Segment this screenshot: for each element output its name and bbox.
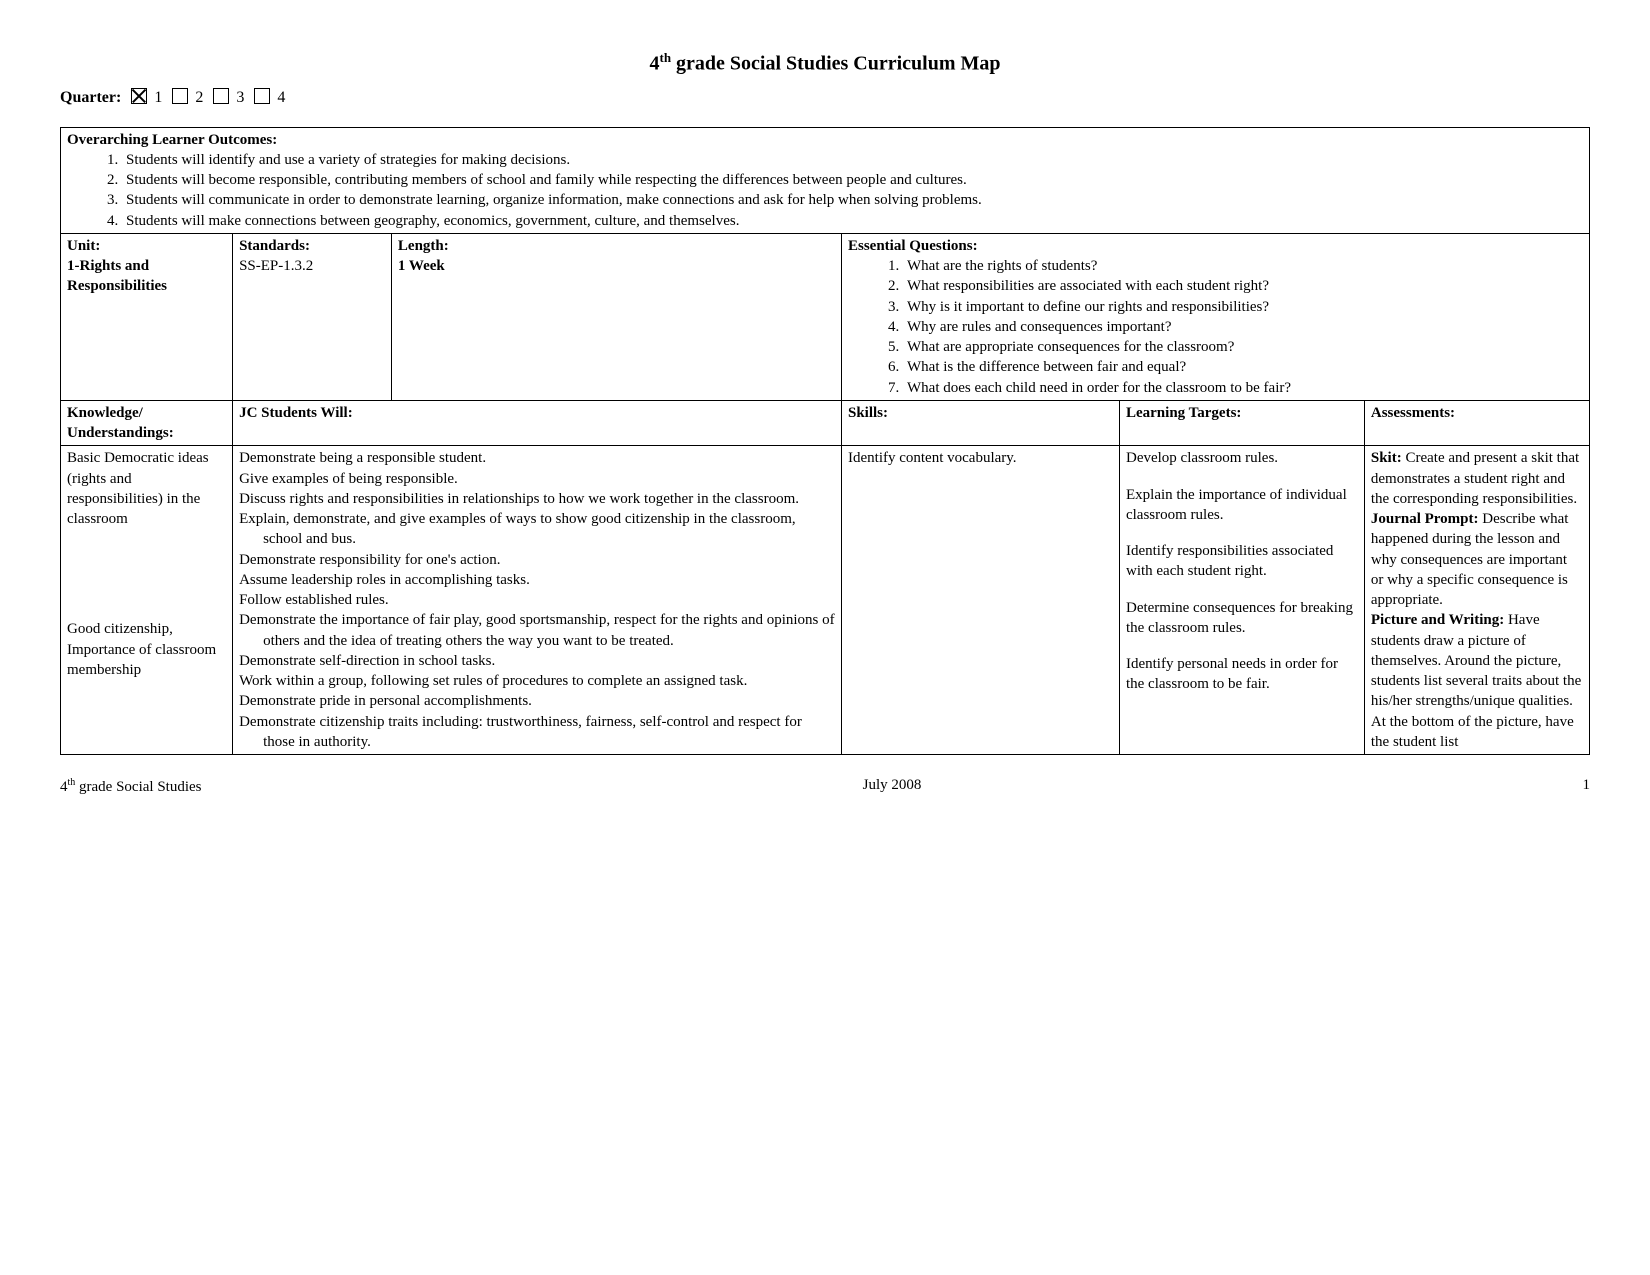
targets-body-cell: Develop classroom rules. Explain the impo… xyxy=(1119,446,1364,755)
jc-item: Demonstrate citizenship traits including… xyxy=(239,712,835,753)
jc-header-cell: JC Students Will: xyxy=(233,400,842,446)
assessment-skit: Skit: Create and present a skit that dem… xyxy=(1371,448,1583,509)
quarter-checkbox-1[interactable] xyxy=(131,88,147,104)
jc-item: Give examples of being responsible. xyxy=(239,469,835,489)
eq-item: What is the difference between fair and … xyxy=(903,357,1583,377)
assessments-header-cell: Assessments: xyxy=(1364,400,1589,446)
title-text: grade Social Studies Curriculum Map xyxy=(671,53,1000,75)
length-header: Length: xyxy=(398,236,835,256)
length-cell: Length: 1 Week xyxy=(391,233,841,400)
targets-header-cell: Learning Targets: xyxy=(1119,400,1364,446)
standards-cell: Standards: SS-EP-1.3.2 xyxy=(233,233,392,400)
knowledge-text-1: Basic Democratic ideas (rights and respo… xyxy=(67,448,226,529)
assessment-picture: Picture and Writing: Have students draw … xyxy=(1371,610,1583,752)
assessment-journal: Journal Prompt: Describe what happened d… xyxy=(1371,509,1583,610)
knowledge-body-cell: Basic Democratic ideas (rights and respo… xyxy=(61,446,233,755)
skills-body-cell: Identify content vocabulary. xyxy=(842,446,1120,755)
target-item: Determine consequences for breaking the … xyxy=(1126,598,1358,639)
jc-item: Demonstrate pride in personal accomplish… xyxy=(239,691,835,711)
quarter-checkbox-2[interactable] xyxy=(172,88,188,104)
quarter-selector: Quarter: 1 2 3 4 xyxy=(60,88,1590,107)
jc-item: Assume leadership roles in accomplishing… xyxy=(239,570,835,590)
title-sup: th xyxy=(659,50,671,65)
eq-list: What are the rights of students?What res… xyxy=(848,256,1583,398)
outcomes-cell: Overarching Learner Outcomes: Students w… xyxy=(61,127,1590,233)
standards-value: SS-EP-1.3.2 xyxy=(239,256,385,276)
quarter-label: Quarter: xyxy=(60,89,121,106)
knowledge-text-2: Good citizenship, Importance of classroo… xyxy=(67,619,226,680)
eq-item: Why are rules and consequences important… xyxy=(903,317,1583,337)
quarter-number: 2 xyxy=(191,89,207,106)
target-item: Explain the importance of individual cla… xyxy=(1126,485,1358,526)
skills-header-cell: Skills: xyxy=(842,400,1120,446)
jc-body-cell: Demonstrate being a responsible student.… xyxy=(233,446,842,755)
curriculum-table: Overarching Learner Outcomes: Students w… xyxy=(60,127,1590,756)
jc-item: Demonstrate the importance of fair play,… xyxy=(239,610,835,651)
unit-cell: Unit: 1-Rights and Responsibilities xyxy=(61,233,233,400)
unit-value: 1-Rights and Responsibilities xyxy=(67,256,226,297)
jc-item: Demonstrate self-direction in school tas… xyxy=(239,651,835,671)
eq-item: What are the rights of students? xyxy=(903,256,1583,276)
target-item: Identify responsibilities associated wit… xyxy=(1126,541,1358,582)
footer-center: July 2008 xyxy=(863,777,922,796)
quarter-checkbox-3[interactable] xyxy=(213,88,229,104)
outcomes-header: Overarching Learner Outcomes: xyxy=(67,132,277,148)
jc-item: Demonstrate responsibility for one's act… xyxy=(239,550,835,570)
jc-item: Work within a group, following set rules… xyxy=(239,671,835,691)
standards-header: Standards: xyxy=(239,236,385,256)
title-grade: 4 xyxy=(649,53,659,75)
unit-header: Unit: xyxy=(67,236,226,256)
outcome-item: Students will become responsible, contri… xyxy=(122,170,1583,190)
outcomes-list: Students will identify and use a variety… xyxy=(67,150,1583,231)
page-footer: 4th grade Social Studies July 2008 1 xyxy=(60,777,1590,796)
jc-item: Discuss rights and responsibilities in r… xyxy=(239,489,835,509)
length-value: 1 Week xyxy=(398,256,835,276)
quarter-number: 4 xyxy=(273,89,285,106)
eq-item: What responsibilities are associated wit… xyxy=(903,276,1583,296)
target-item: Identify personal needs in order for the… xyxy=(1126,654,1358,695)
knowledge-header-cell: Knowledge/ Understandings: xyxy=(61,400,233,446)
eq-item: Why is it important to define our rights… xyxy=(903,297,1583,317)
outcome-item: Students will communicate in order to de… xyxy=(122,190,1583,210)
eq-item: What are appropriate consequences for th… xyxy=(903,337,1583,357)
target-item: Develop classroom rules. xyxy=(1126,448,1358,468)
eq-cell: Essential Questions: What are the rights… xyxy=(842,233,1590,400)
quarter-number: 1 xyxy=(150,89,166,106)
footer-page-number: 1 xyxy=(1583,777,1591,796)
jc-item: Explain, demonstrate, and give examples … xyxy=(239,509,835,550)
outcome-item: Students will make connections between g… xyxy=(122,211,1583,231)
jc-item: Demonstrate being a responsible student. xyxy=(239,448,835,468)
quarter-number: 3 xyxy=(232,89,248,106)
page-title: 4th grade Social Studies Curriculum Map xyxy=(60,50,1590,76)
eq-header: Essential Questions: xyxy=(848,236,1583,256)
skills-text: Identify content vocabulary. xyxy=(848,448,1113,468)
assessments-body-cell: Skit: Create and present a skit that dem… xyxy=(1364,446,1589,755)
quarter-checkbox-4[interactable] xyxy=(254,88,270,104)
jc-item: Follow established rules. xyxy=(239,590,835,610)
outcome-item: Students will identify and use a variety… xyxy=(122,150,1583,170)
footer-left: 4th grade Social Studies xyxy=(60,777,202,796)
eq-item: What does each child need in order for t… xyxy=(903,378,1583,398)
